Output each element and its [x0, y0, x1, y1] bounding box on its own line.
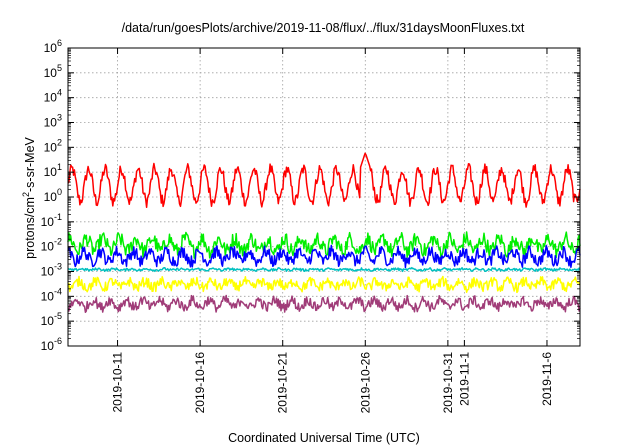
y-tick-base: 10 — [44, 41, 58, 55]
x-tick-label: 2019-10-21 — [276, 352, 290, 414]
y-tick-exponent: 0 — [57, 187, 62, 197]
y-tick-exponent: -2 — [54, 237, 62, 247]
y-tick-base: 10 — [44, 116, 58, 130]
y-axis-label-prefix: protons/cm — [23, 197, 37, 259]
y-tick-label: 101 — [44, 162, 62, 179]
y-tick-exponent: 2 — [57, 137, 62, 147]
x-axis-label: Coordinated Universal Time (UTC) — [228, 431, 420, 445]
grid — [68, 48, 580, 346]
y-tick-exponent: -6 — [54, 336, 62, 346]
y-tick-exponent: 1 — [57, 162, 62, 172]
x-tick-label: 2019-10-31 — [441, 352, 455, 414]
y-tick-base: 10 — [41, 240, 55, 254]
y-tick-label: 104 — [44, 88, 62, 105]
y-tick-label: 10-4 — [41, 286, 62, 303]
y-tick-exponent: -4 — [54, 286, 62, 296]
series-line — [67, 244, 581, 269]
y-tick-exponent: -1 — [54, 212, 62, 222]
y-tick-label: 105 — [44, 63, 62, 80]
y-axis-label-suffix: -s-sr-MeV — [23, 136, 37, 192]
y-tick-exponent: -5 — [54, 311, 62, 321]
y-tick-exponent: 6 — [57, 38, 62, 48]
y-tick-label: 100 — [44, 187, 62, 204]
series-line — [67, 275, 581, 294]
series-line — [68, 266, 581, 273]
y-tick-base: 10 — [41, 265, 55, 279]
y-tick-label: 106 — [44, 38, 62, 55]
y-axis-label-sup: 2 — [21, 192, 31, 197]
x-tick-label: 2019-11-6 — [540, 352, 554, 406]
y-tick-label: 10-5 — [41, 311, 62, 328]
series-line — [67, 294, 581, 314]
y-tick-base: 10 — [41, 314, 55, 328]
x-tick-label: 2019-11-1 — [457, 352, 471, 406]
y-tick-base: 10 — [44, 190, 58, 204]
y-tick-base: 10 — [44, 165, 58, 179]
y-axis: 10-610-510-410-310-210-11001011021031041… — [41, 38, 580, 353]
y-tick-exponent: -3 — [54, 262, 62, 272]
y-tick-label: 10-3 — [41, 262, 62, 279]
y-tick-exponent: 3 — [57, 113, 62, 123]
y-tick-label: 10-6 — [41, 336, 62, 353]
y-tick-label: 10-1 — [41, 212, 62, 229]
chart-title: /data/run/goesPlots/archive/2019-11-08/f… — [122, 21, 525, 35]
x-tick-label: 2019-10-26 — [358, 352, 372, 414]
x-tick-label: 2019-10-16 — [193, 352, 207, 414]
y-tick-exponent: 4 — [57, 88, 62, 98]
series-line — [67, 152, 581, 209]
y-tick-label: 10-2 — [41, 237, 62, 254]
x-tick-label: 2019-10-11 — [111, 352, 125, 413]
x-axis: 2019-10-11 2019-10-16 2019-10-21 2019-10-26… — [111, 48, 554, 413]
y-tick-base: 10 — [41, 289, 55, 303]
y-tick-base: 10 — [44, 140, 58, 154]
y-tick-exponent: 5 — [57, 63, 62, 73]
y-tick-label: 103 — [44, 113, 62, 130]
y-tick-base: 10 — [44, 66, 58, 80]
y-tick-label: 102 — [44, 137, 62, 154]
data-series — [67, 152, 581, 314]
y-tick-base: 10 — [41, 215, 55, 229]
y-tick-base: 10 — [44, 91, 58, 105]
y-tick-base: 10 — [41, 339, 55, 353]
y-axis-label: protons/cm2-s-sr-MeV — [21, 136, 37, 258]
